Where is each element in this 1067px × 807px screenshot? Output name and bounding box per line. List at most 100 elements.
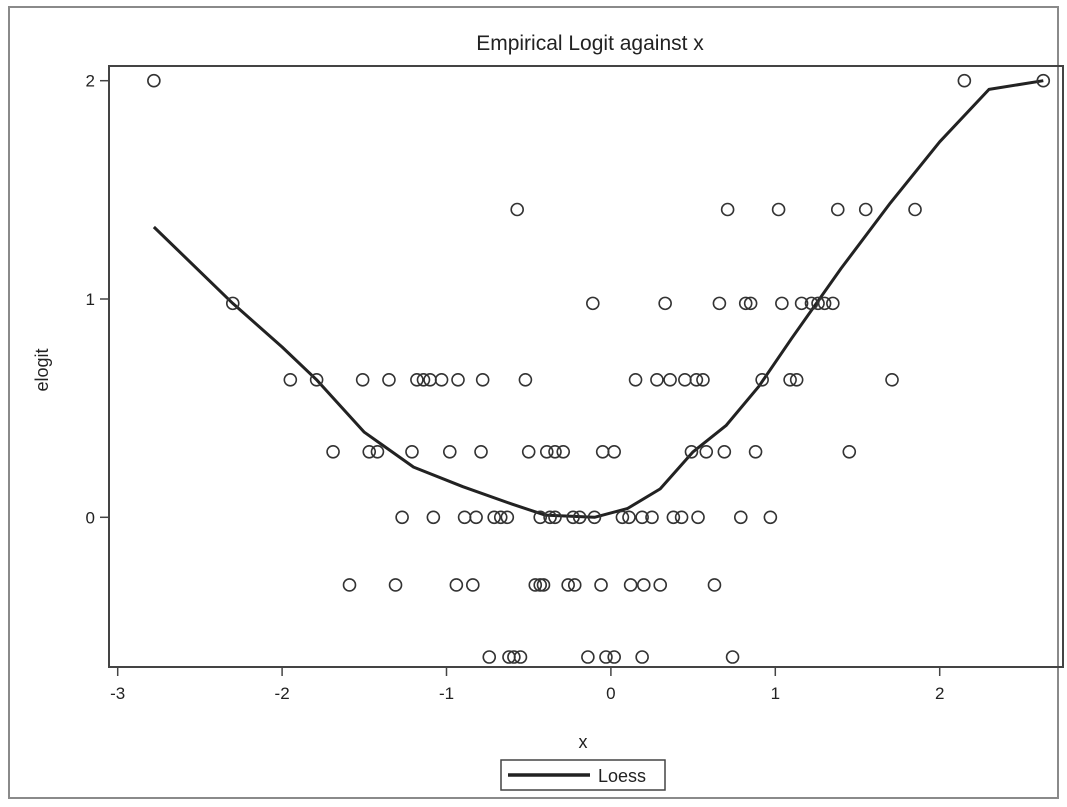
- data-point: [382, 372, 396, 387]
- data-point: [548, 510, 562, 525]
- data-point: [567, 578, 582, 592]
- data-point: [607, 445, 621, 459]
- data-point: [225, 296, 240, 311]
- data-point: [482, 650, 497, 664]
- data-point: [595, 445, 610, 459]
- data-point: [395, 510, 409, 525]
- data-point: [684, 445, 699, 459]
- data-point: [635, 650, 649, 664]
- data-point: [615, 510, 630, 525]
- data-point: [1036, 73, 1051, 88]
- data-point: [457, 510, 472, 525]
- data-point: [830, 202, 845, 217]
- y-axis-label: elogit: [32, 348, 52, 391]
- data-point: [607, 650, 621, 664]
- data-point: [388, 578, 403, 592]
- data-point: [466, 578, 480, 592]
- data-point: [783, 372, 797, 387]
- data-point: [283, 372, 298, 387]
- data-point: [691, 510, 705, 525]
- data-point: [645, 510, 659, 525]
- data-point: [426, 510, 441, 525]
- data-point: [689, 372, 704, 387]
- data-point: [674, 510, 689, 525]
- data-point: [811, 296, 825, 311]
- data-point: [513, 650, 528, 664]
- data-point: [410, 372, 424, 387]
- data-point: [650, 372, 664, 387]
- data-point: [755, 372, 769, 387]
- data-point: [908, 202, 922, 217]
- legend-label-loess: Loess: [598, 766, 646, 786]
- data-point: [510, 202, 524, 217]
- data-point: [678, 372, 692, 387]
- data-point: [738, 296, 753, 311]
- data-point: [442, 445, 457, 459]
- x-tick-label: 0: [606, 684, 615, 703]
- data-point: [556, 445, 571, 459]
- plot-border: [108, 65, 1064, 668]
- data-point: [696, 372, 710, 387]
- x-axis-label: x: [579, 732, 588, 752]
- data-point: [587, 510, 602, 525]
- data-point: [666, 510, 681, 525]
- data-point: [653, 578, 668, 592]
- scatter-points: [147, 73, 1051, 664]
- data-point: [817, 296, 832, 311]
- data-point: [521, 445, 536, 459]
- data-point: [507, 650, 521, 664]
- data-point: [326, 445, 340, 459]
- data-point: [342, 578, 357, 592]
- data-point: [500, 510, 515, 525]
- data-point: [449, 578, 464, 592]
- data-point: [586, 296, 600, 311]
- x-tick-label: -1: [439, 684, 454, 703]
- data-point: [804, 296, 819, 311]
- data-point: [628, 372, 643, 387]
- data-point: [622, 510, 636, 525]
- data-point: [405, 445, 419, 459]
- data-point: [725, 650, 740, 664]
- data-point: [635, 510, 649, 525]
- data-point: [594, 578, 608, 592]
- loess-line: [152, 79, 1044, 519]
- data-point: [707, 578, 722, 592]
- data-point: [699, 445, 714, 459]
- loess-layer: [152, 79, 1044, 519]
- data-point: [885, 372, 899, 387]
- x-tick-label: 2: [935, 684, 944, 703]
- y-tick-label: 1: [86, 290, 95, 309]
- data-point: [493, 510, 508, 525]
- data-point: [572, 510, 587, 525]
- data-point: [475, 372, 490, 387]
- data-point: [775, 296, 789, 311]
- data-point: [957, 73, 972, 88]
- data-point: [623, 578, 638, 592]
- data-point: [599, 650, 613, 664]
- data-point: [763, 510, 778, 525]
- data-point: [720, 202, 735, 217]
- data-point: [370, 445, 385, 459]
- data-point: [434, 372, 449, 387]
- data-point: [717, 445, 732, 459]
- data-point: [663, 372, 677, 387]
- plot-area: [108, 65, 1064, 668]
- data-point: [533, 510, 548, 525]
- x-axis: -3 -2 -1 0 1 2: [110, 667, 944, 703]
- x-tick-label: 1: [771, 684, 780, 703]
- data-point: [528, 578, 543, 592]
- data-point: [536, 578, 551, 592]
- data-point: [355, 372, 370, 387]
- data-point: [469, 510, 483, 525]
- data-point: [748, 445, 763, 459]
- legend: Loess: [500, 759, 666, 791]
- data-point: [581, 650, 595, 664]
- data-point: [566, 510, 580, 525]
- data-point: [416, 372, 431, 387]
- data-point: [451, 372, 465, 387]
- data-point: [712, 296, 727, 311]
- y-tick-label: 0: [86, 508, 95, 527]
- x-tick-label: -3: [110, 684, 125, 703]
- data-point: [658, 296, 672, 311]
